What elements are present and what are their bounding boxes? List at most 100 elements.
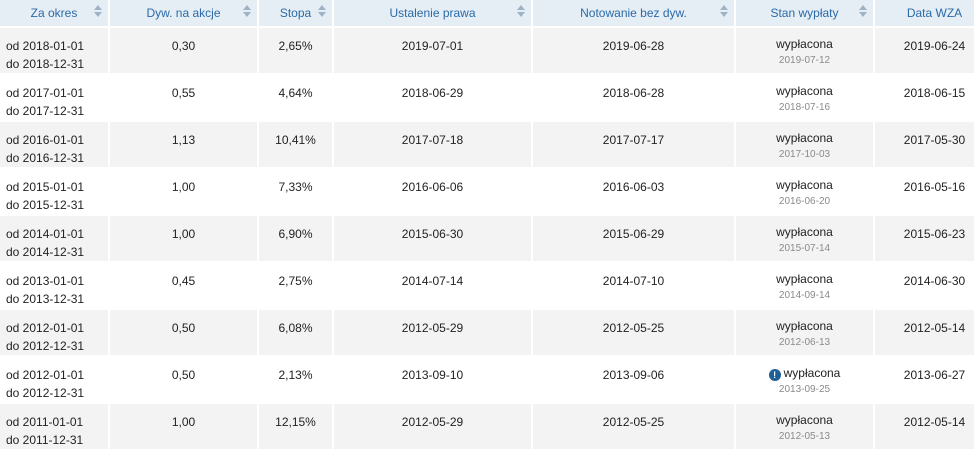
cell-stan-wyplaty: ! wypłacona 2013-09-25 (736, 357, 873, 402)
record-date: 2014-07-14 (401, 274, 464, 288)
payout-status: wypłacona (776, 319, 833, 333)
cell-notowanie-bez-dyw: 2016-06-03 (533, 169, 734, 214)
cell-za-okres: od 2012-01-01 do 2012-12-31 (0, 357, 108, 402)
dividend-value: 1,00 (171, 180, 196, 194)
cell-ustalenie-prawa: 2013-09-10 (334, 357, 531, 402)
cell-dyw-na-akcje: 0,55 (110, 75, 257, 120)
period-to: do 2017-12-31 (6, 104, 85, 118)
table-row: od 2017-01-01 do 2017-12-31 0,55 4,64% 2018-… (0, 75, 974, 120)
column-header-data-wza[interactable]: Data WZA (875, 0, 974, 26)
dividend-value: 0,50 (171, 321, 196, 335)
column-header-dyw-na-akcje[interactable]: Dyw. na akcje (110, 0, 257, 26)
cell-stopa: 6,90% (259, 216, 332, 261)
cell-stan-wyplaty: wypłacona 2019-07-12 (736, 28, 873, 73)
payout-status: wypłacona (776, 413, 833, 427)
table-header-row: Za okres Dyw. na akcje Stopa Ustalenie praw… (0, 0, 974, 26)
column-header-stopa[interactable]: Stopa (259, 0, 332, 26)
agm-date: 2018-06-15 (903, 86, 966, 100)
cell-za-okres: od 2017-01-01 do 2017-12-31 (0, 75, 108, 120)
dividend-value: 0,55 (171, 86, 196, 100)
cell-ustalenie-prawa: 2014-07-14 (334, 263, 531, 308)
sort-arrows-icon[interactable] (243, 5, 251, 17)
column-header-label: Data WZA (906, 6, 963, 20)
ex-dividend-date: 2012-05-25 (602, 415, 665, 429)
table-row: od 2014-01-01 do 2014-12-31 1,00 6,90% 2015-… (0, 216, 974, 261)
ex-dividend-date: 2012-05-25 (602, 321, 665, 335)
cell-stopa: 7,33% (259, 169, 332, 214)
column-header-label: Ustalenie prawa (389, 6, 476, 20)
column-header-label: Stan wypłaty (770, 6, 839, 20)
cell-ustalenie-prawa: 2016-06-06 (334, 169, 531, 214)
cell-stan-wyplaty: wypłacona 2017-10-03 (736, 122, 873, 167)
column-header-stan-wyplaty[interactable]: Stan wypłaty (736, 0, 873, 26)
cell-za-okres: od 2018-01-01 do 2018-12-31 (0, 28, 108, 73)
payout-date: 2015-07-14 (778, 243, 831, 254)
period-from: od 2018-01-01 (6, 39, 85, 53)
cell-za-okres: od 2015-01-01 do 2015-12-31 (0, 169, 108, 214)
column-header-label: Dyw. na akcje (146, 6, 221, 20)
period-from: od 2016-01-01 (6, 133, 85, 147)
period-to: do 2012-12-31 (6, 386, 85, 400)
cell-notowanie-bez-dyw: 2014-07-10 (533, 263, 734, 308)
period-to: do 2012-12-31 (6, 339, 85, 353)
period-to: do 2013-12-31 (6, 292, 85, 306)
cell-dyw-na-akcje: 0,50 (110, 310, 257, 355)
ex-dividend-date: 2013-09-06 (602, 368, 665, 382)
dividend-value: 1,13 (171, 133, 196, 147)
cell-data-wza: 2012-05-14 (875, 404, 974, 449)
payout-status: wypłacona (776, 37, 833, 51)
ex-dividend-date: 2015-06-29 (602, 227, 665, 241)
cell-dyw-na-akcje: 0,45 (110, 263, 257, 308)
period-from: od 2013-01-01 (6, 274, 85, 288)
record-date: 2018-06-29 (401, 86, 464, 100)
column-header-notowanie-bez-dyw[interactable]: Notowanie bez dyw. (533, 0, 734, 26)
cell-za-okres: od 2013-01-01 do 2013-12-31 (0, 263, 108, 308)
ex-dividend-date: 2016-06-03 (602, 180, 665, 194)
payout-status: wypłacona (776, 84, 833, 98)
dividend-value: 0,30 (171, 39, 196, 53)
cell-notowanie-bez-dyw: 2018-06-28 (533, 75, 734, 120)
cell-ustalenie-prawa: 2017-07-18 (334, 122, 531, 167)
cell-data-wza: 2017-05-30 (875, 122, 974, 167)
record-date: 2013-09-10 (401, 368, 464, 382)
sort-arrows-icon[interactable] (318, 5, 326, 17)
payout-status: wypłacona (776, 131, 833, 145)
cell-stopa: 12,15% (259, 404, 332, 449)
column-header-ustalenie-prawa[interactable]: Ustalenie prawa (334, 0, 531, 26)
record-date: 2012-05-29 (401, 321, 464, 335)
payout-status: wypłacona (776, 272, 833, 286)
sort-arrows-icon[interactable] (517, 5, 525, 17)
column-header-label: Za okres (30, 6, 78, 20)
ex-dividend-date: 2018-06-28 (602, 86, 665, 100)
record-date: 2017-07-18 (401, 133, 464, 147)
cell-notowanie-bez-dyw: 2012-05-25 (533, 404, 734, 449)
table-body: od 2018-01-01 do 2018-12-31 0,30 2,65% 2019-… (0, 28, 974, 449)
table-row: od 2016-01-01 do 2016-12-31 1,13 10,41% 2017… (0, 122, 974, 167)
payout-date: 2019-07-12 (778, 55, 831, 66)
agm-date: 2016-05-16 (903, 180, 966, 194)
sort-arrows-icon[interactable] (859, 5, 867, 17)
record-date: 2019-07-01 (401, 39, 464, 53)
payout-date: 2014-09-14 (778, 290, 831, 301)
payout-date: 2017-10-03 (778, 149, 831, 160)
dividend-rate: 2,65% (278, 39, 313, 53)
ex-dividend-date: 2017-07-17 (602, 133, 665, 147)
cell-za-okres: od 2012-01-01 do 2012-12-31 (0, 310, 108, 355)
dividend-value: 1,00 (171, 227, 196, 241)
dividend-rate: 6,08% (278, 321, 313, 335)
cell-stan-wyplaty: wypłacona 2015-07-14 (736, 216, 873, 261)
cell-za-okres: od 2014-01-01 do 2014-12-31 (0, 216, 108, 261)
period-from: od 2015-01-01 (6, 180, 85, 194)
exclamation-circle-icon[interactable]: ! (768, 369, 781, 381)
period-to: do 2015-12-31 (6, 198, 85, 212)
column-header-za-okres[interactable]: Za okres (0, 0, 108, 26)
cell-stopa: 2,65% (259, 28, 332, 73)
cell-stopa: 10,41% (259, 122, 332, 167)
cell-dyw-na-akcje: 1,00 (110, 216, 257, 261)
sort-arrows-icon[interactable] (94, 5, 102, 17)
sort-arrows-icon[interactable] (720, 5, 728, 17)
dividend-rate: 2,13% (278, 368, 313, 382)
cell-stopa: 2,13% (259, 357, 332, 402)
cell-stopa: 4,64% (259, 75, 332, 120)
